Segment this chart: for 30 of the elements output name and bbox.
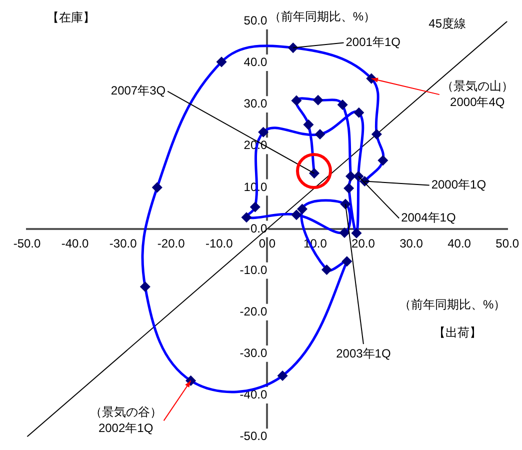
x-tick-label: -40.0	[61, 236, 90, 251]
x-tick-label: 20.0	[352, 236, 376, 251]
x-tick-label: -20.0	[157, 236, 186, 251]
annotation: 2004年1Q	[401, 210, 456, 225]
x-tick-label: 50.0	[496, 236, 520, 251]
x-tick-label: 40.0	[448, 236, 472, 251]
y-tick-label: 40.0	[244, 55, 268, 70]
x-tick-label: -50.0	[13, 236, 41, 251]
annotation: （景気の谷） 2002年1Q	[90, 405, 162, 436]
annotation: 2001年1Q	[346, 35, 400, 50]
y-tick-label: -50.0	[240, 429, 268, 444]
y-tick-label: 0.0	[250, 221, 268, 236]
y-axis-title: 【在庫】	[47, 10, 96, 25]
annotation: （前年同期比、%）	[268, 10, 376, 24]
x-tick-label: 30.0	[400, 236, 424, 251]
y-tick-label: -10.0	[240, 262, 268, 277]
y-tick-label: -20.0	[240, 304, 268, 318]
y-tick-label: 30.0	[244, 96, 268, 111]
y-tick-label: 50.0	[244, 14, 268, 28]
annotation: 2000年1Q	[431, 178, 486, 192]
x-axis-title: 【出荷】	[433, 325, 482, 340]
x-tick-label: -30.0	[109, 236, 138, 251]
annotation: （景気の山） 2000年4Q	[441, 78, 514, 109]
x-tick-label: -10.0	[205, 236, 234, 251]
series-label: 45度線	[428, 16, 466, 31]
y-tick-label: -40.0	[240, 388, 268, 402]
annotation: 2003年1Q	[336, 346, 391, 360]
y-tick-label: -30.0	[240, 346, 268, 360]
annotation: （前年同期比、%）	[398, 297, 506, 312]
annotation: 2007年3Q	[110, 84, 166, 98]
